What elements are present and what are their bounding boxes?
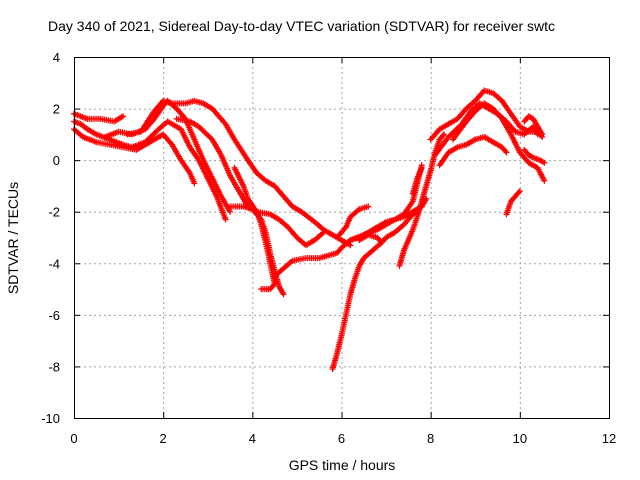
series-arc19 (449, 100, 548, 184)
data-point (227, 208, 234, 215)
y-tick-label: 0 (53, 153, 60, 168)
data-point (377, 238, 384, 245)
data-point (280, 291, 287, 298)
x-tick-label: 6 (338, 431, 345, 446)
series-arc11 (334, 203, 372, 241)
x-tick-label: 10 (513, 431, 527, 446)
grid-lines (74, 57, 609, 418)
series-arc15 (409, 164, 425, 197)
data-point (539, 131, 546, 138)
data-point (541, 177, 548, 184)
y-tick-label: -2 (48, 205, 60, 220)
y-tick-label: -4 (48, 256, 60, 271)
x-tick-label: 12 (602, 431, 616, 446)
data-point (378, 239, 385, 246)
series-arc8 (231, 164, 278, 293)
data-point (258, 286, 265, 293)
data-point (268, 284, 275, 291)
series-arc18 (436, 133, 510, 169)
data-point (207, 135, 214, 142)
data-point (541, 159, 548, 166)
y-tick-label: -10 (41, 411, 60, 426)
y-tick-label: -6 (48, 308, 60, 323)
data-point (365, 203, 372, 210)
x-tick-label: 0 (70, 431, 77, 446)
series-arc22 (521, 146, 548, 166)
data-point (439, 132, 446, 139)
data-point (503, 149, 510, 156)
data-point (120, 113, 127, 120)
series-arc21 (521, 113, 546, 138)
x-tick-label: 2 (160, 431, 167, 446)
y-axis-label: SDTVAR / TECUs (5, 182, 21, 294)
series-arc13 (356, 231, 385, 246)
y-tick-label: -8 (48, 359, 60, 374)
data-point (418, 164, 425, 171)
data-point (320, 229, 327, 236)
series-arc1 (71, 118, 229, 223)
x-axis-label: GPS time / hours (289, 457, 396, 473)
x-tick-label: 8 (427, 431, 434, 446)
data-point (515, 189, 522, 196)
y-tick-label: 2 (53, 102, 60, 117)
data-point (502, 148, 509, 155)
data-point (191, 180, 198, 187)
series-arc3 (71, 126, 198, 187)
y-tick-label: 4 (53, 50, 60, 65)
series-arc6 (173, 115, 327, 249)
axis-ticks: 0 2 4 6 8 10 12 -10 -8 -6 -4 -2 0 2 4 (41, 50, 616, 446)
data-point (441, 131, 448, 138)
series-arc5 (124, 97, 354, 249)
chart-title: Day 340 of 2021, Sidereal Day-to-day VTE… (48, 18, 555, 34)
data-point (222, 216, 229, 223)
series-arc20 (503, 188, 523, 218)
series-arc14 (396, 131, 448, 269)
series-arc16 (427, 87, 546, 143)
data-point (516, 188, 523, 195)
series-arc2 (71, 110, 127, 125)
data-points (71, 87, 548, 373)
x-tick-label: 4 (249, 431, 256, 446)
